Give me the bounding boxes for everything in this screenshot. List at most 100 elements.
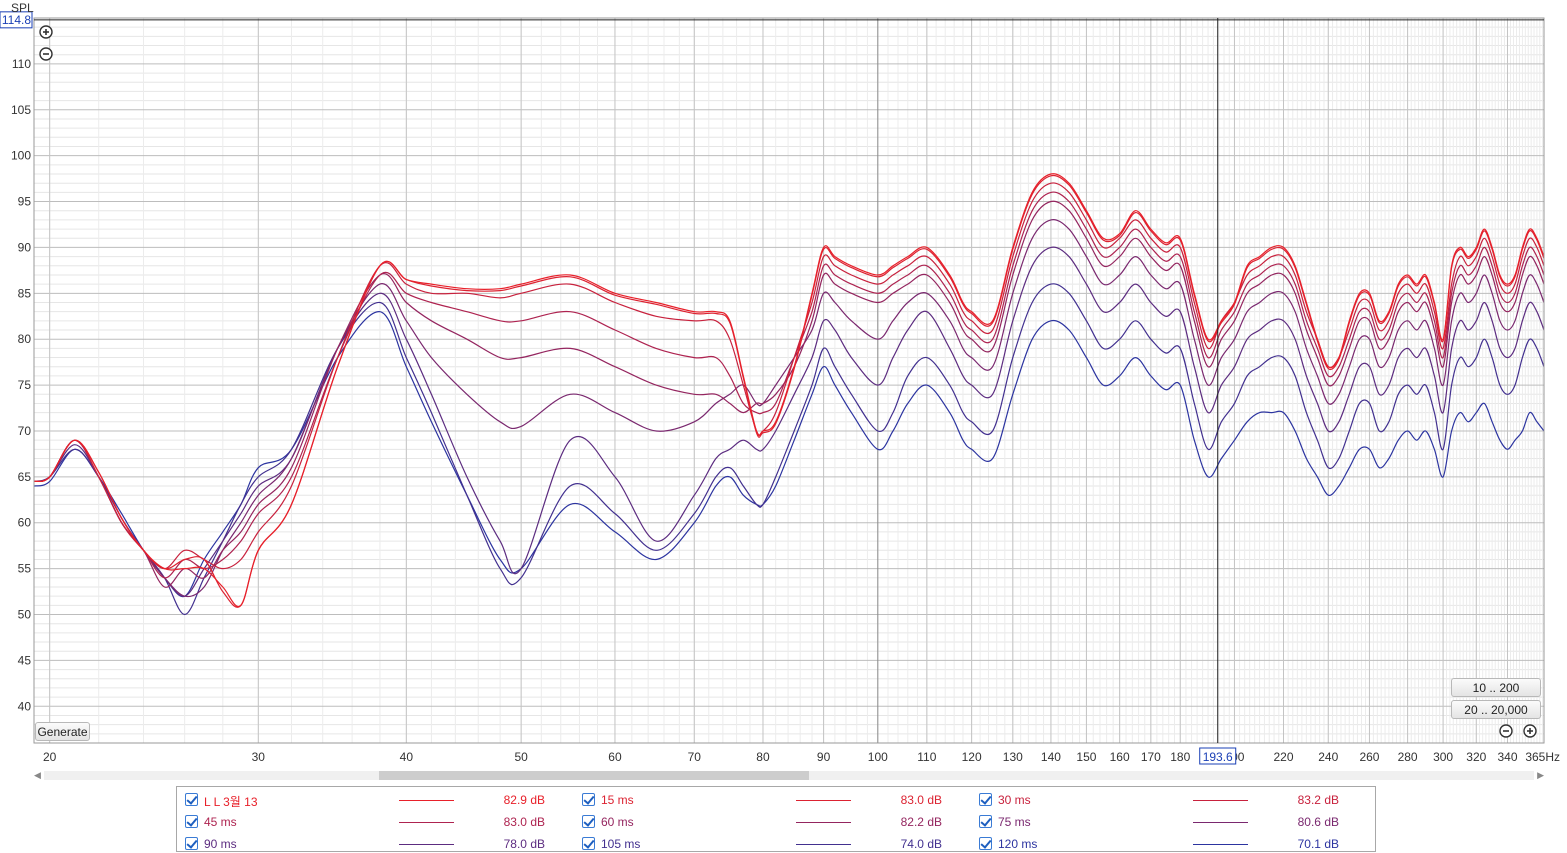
- legend-value: 70.1 dB: [1297, 837, 1339, 851]
- legend-item: L L 3월 13 82.9 dB: [177, 789, 567, 809]
- plot-border: [33, 17, 1545, 744]
- generate-button[interactable]: Generate: [35, 722, 90, 741]
- legend-value: 83.0 dB: [503, 815, 545, 829]
- y-axis-label: SPL: [11, 1, 34, 15]
- curve-105-ms: [33, 283, 1545, 616]
- legend-item: 105 ms 74.0 dB: [574, 833, 964, 853]
- legend-checkbox[interactable]: [582, 837, 595, 850]
- cursor-freq-box: [1199, 747, 1237, 765]
- x-tick-label: 60: [608, 750, 622, 764]
- x-tick-label: 240: [1318, 750, 1338, 764]
- x-tick-label: 300: [1433, 750, 1453, 764]
- x-tick-label: 50: [514, 750, 528, 764]
- legend-series-name: 45 ms: [204, 815, 237, 829]
- y-tick-label: 90: [18, 240, 32, 254]
- curve-45-ms: [33, 191, 1545, 579]
- y-tick-label: 100: [11, 149, 31, 163]
- scroll-thumb[interactable]: [379, 771, 809, 780]
- legend-series-name: 120 ms: [998, 837, 1038, 851]
- y-tick-label: 55: [18, 562, 32, 576]
- y-tick-label: 95: [18, 195, 32, 209]
- x-tick-label: 120: [962, 750, 982, 764]
- curve-120-ms: [33, 311, 1545, 598]
- legend-checkbox[interactable]: [582, 815, 595, 828]
- zoom-out-y-icon[interactable]: [39, 47, 53, 61]
- cursor-spl-box: [0, 11, 33, 29]
- legend-swatch: [399, 800, 454, 801]
- cursor-freq-readout: 193.6: [1203, 750, 1233, 764]
- legend-value: 74.0 dB: [900, 837, 942, 851]
- curve-30-ms: [33, 182, 1545, 570]
- x-tick-label: 180: [1170, 750, 1190, 764]
- legend-swatch: [1193, 822, 1248, 823]
- curve-L-L-3월-13: [33, 173, 1545, 608]
- legend-item: 120 ms 70.1 dB: [971, 833, 1361, 853]
- legend-checkbox[interactable]: [979, 837, 992, 850]
- zoom-in-y-icon[interactable]: [39, 25, 53, 39]
- scroll-left-icon[interactable]: ◀: [34, 770, 41, 780]
- curves: [33, 173, 1545, 616]
- legend-item: 75 ms 80.6 dB: [971, 811, 1361, 831]
- legend-value: 80.6 dB: [1297, 815, 1339, 829]
- x-tick-label: 90: [817, 750, 831, 764]
- x-tick-label: 70: [688, 750, 702, 764]
- zoom-out-x-icon[interactable]: [1499, 724, 1513, 738]
- legend-item: 30 ms 83.2 dB: [971, 789, 1361, 809]
- legend-checkbox[interactable]: [979, 793, 992, 806]
- x-tick-label: 365Hz: [1525, 750, 1560, 764]
- plot-area: [34, 18, 1544, 743]
- x-tick-label: 110: [917, 750, 936, 764]
- legend-swatch: [399, 822, 454, 823]
- x-tick-label: 20: [43, 750, 57, 764]
- curve-90-ms: [33, 246, 1545, 597]
- legend-swatch: [399, 844, 454, 845]
- legend-series-name: 30 ms: [998, 793, 1031, 807]
- legend-value: 82.2 dB: [900, 815, 942, 829]
- y-tick-label: 45: [18, 653, 32, 667]
- x-tick-label: 80: [756, 750, 770, 764]
- legend-series-name: 90 ms: [204, 837, 237, 851]
- x-tick-label: 220: [1273, 750, 1293, 764]
- x-tick-label: 340: [1497, 750, 1517, 764]
- spl-chart[interactable]: 40 45 50 55 60 65 70 75 80 85 90 95 100 105 110 20 30 40 5…: [0, 0, 1567, 766]
- x-tick-label: 30: [252, 750, 266, 764]
- curve-60-ms: [33, 200, 1545, 588]
- legend-swatch: [1193, 844, 1248, 845]
- legend-value: 83.0 dB: [900, 793, 942, 807]
- horizontal-scrollbar[interactable]: ◀ ▶: [34, 769, 1544, 781]
- y-tick-label: 70: [18, 424, 32, 438]
- legend-value: 78.0 dB: [503, 837, 545, 851]
- y-tick-label: 65: [18, 470, 32, 484]
- legend-series-name: L L 3월 13: [204, 795, 258, 809]
- legend-value: 83.2 dB: [1297, 793, 1339, 807]
- legend-series-name: 75 ms: [998, 815, 1031, 829]
- scroll-right-icon[interactable]: ▶: [1537, 770, 1544, 780]
- cursor[interactable]: 114.8 193.6: [0, 11, 1544, 765]
- axes: 40 45 50 55 60 65 70 75 80 85 90 95 100 105 110 20 30 40 5…: [11, 17, 1560, 764]
- x-tick-label: 160: [1110, 750, 1130, 764]
- y-tick-label: 40: [18, 699, 32, 713]
- legend-checkbox[interactable]: [185, 815, 198, 828]
- legend-value: 82.9 dB: [503, 793, 545, 807]
- legend-checkbox[interactable]: [582, 793, 595, 806]
- legend-item: 45 ms 83.0 dB: [177, 811, 567, 831]
- range-20-20000-button[interactable]: 20 .. 20,000: [1451, 700, 1541, 719]
- legend-swatch: [796, 844, 851, 845]
- legend-checkbox[interactable]: [185, 837, 198, 850]
- curve-75-ms: [33, 219, 1545, 598]
- scroll-track[interactable]: [44, 771, 1534, 780]
- legend-panel: L L 3월 13 82.9 dB 15 ms 83.0 dB 30 ms 83.2 dB…: [176, 786, 1376, 852]
- x-tick-label: 150: [1076, 750, 1096, 764]
- legend-item: 90 ms 78.0 dB: [177, 833, 567, 853]
- y-tick-label: 60: [18, 516, 32, 530]
- x-tick-label: 140: [1041, 750, 1061, 764]
- range-10-200-button[interactable]: 10 .. 200: [1451, 678, 1541, 697]
- y-tick-label: 50: [18, 608, 32, 622]
- x-tick-label: 100: [868, 750, 888, 764]
- legend-checkbox[interactable]: [979, 815, 992, 828]
- legend-checkbox[interactable]: [185, 793, 198, 806]
- legend-swatch: [796, 822, 851, 823]
- y-tick-label: 110: [12, 57, 31, 71]
- zoom-in-x-icon[interactable]: [1523, 724, 1537, 738]
- legend-series-name: 15 ms: [601, 793, 634, 807]
